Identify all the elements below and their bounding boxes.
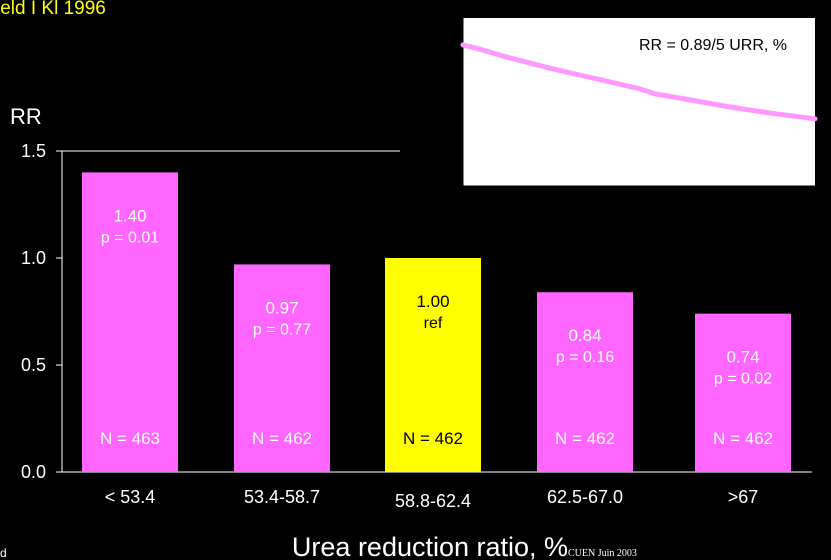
y-tick-label: 0.0	[21, 462, 46, 482]
bar-value-label: 0.84	[568, 326, 601, 345]
inset-curve	[460, 42, 818, 122]
bar-n-label: N = 462	[252, 429, 312, 448]
bar-4	[537, 292, 633, 472]
bar-n-label: N = 462	[403, 429, 463, 448]
bar-value-label: 1.00	[416, 292, 449, 311]
bar-value-label: 0.97	[265, 298, 298, 317]
bar-5	[695, 313, 791, 472]
bar-p-label: p = 0.01	[101, 229, 159, 246]
category-label: 58.8-62.4	[395, 491, 471, 511]
bar-value-label: 1.40	[113, 206, 146, 225]
bar-p-label: p = 0.02	[714, 371, 772, 388]
footer-right-note: CUEN Juin 2003	[568, 548, 637, 559]
bar-n-label: N = 462	[555, 429, 615, 448]
y-tick-label: 1.0	[21, 248, 46, 268]
y-axis-label: RR	[10, 104, 42, 129]
inset-annotation: RR = 0.89/5 URR, %	[639, 37, 787, 54]
category-label: 62.5-67.0	[547, 487, 623, 507]
category-label: 53.4-58.7	[244, 487, 320, 507]
inset-y-tick-label: 1.5	[427, 11, 449, 28]
inset-line-chart: 0.0 0.5 1.0 1.5 50 60 70 80 90 RR = 0.89/5 URR, %	[427, 11, 824, 216]
inset-x-tick-label: 50	[454, 199, 472, 216]
bar-value-label: 0.74	[726, 348, 759, 367]
bar-2	[234, 264, 330, 472]
inset-x-tick-label: 60	[542, 199, 560, 216]
x-axis-label: Urea reduction ratio, %	[292, 532, 568, 560]
bar-p-label: p = 0.77	[253, 321, 311, 338]
source-header: ield I Kl 1996	[0, 0, 106, 19]
bar-3	[385, 258, 481, 472]
inset-y-tick-label: 0.0	[427, 179, 449, 196]
inset-y-tick-label: 1.0	[427, 67, 449, 84]
category-label: < 53.4	[105, 487, 156, 507]
bar-1	[82, 172, 178, 472]
bar-p-label: p = 0.16	[556, 349, 614, 366]
main-bar-chart: 0.0 0.5 1.0 1.5 RR Urea reduction ratio, % 1.4…	[10, 104, 812, 560]
inset-x-tick-label: 80	[718, 199, 736, 216]
bar-p-label: ref	[424, 315, 443, 332]
y-tick-label: 1.5	[21, 141, 46, 161]
bar-n-label: N = 463	[100, 429, 160, 448]
footer-left-note: d	[0, 546, 7, 560]
inset-y-tick-label: 0.5	[427, 123, 449, 140]
inset-x-tick-label: 90	[806, 199, 824, 216]
y-tick-label: 0.5	[21, 355, 46, 375]
category-label: >67	[728, 487, 759, 507]
inset-plot-area	[463, 18, 815, 186]
inset-x-tick-label: 70	[630, 199, 648, 216]
bar-n-label: N = 462	[713, 429, 773, 448]
